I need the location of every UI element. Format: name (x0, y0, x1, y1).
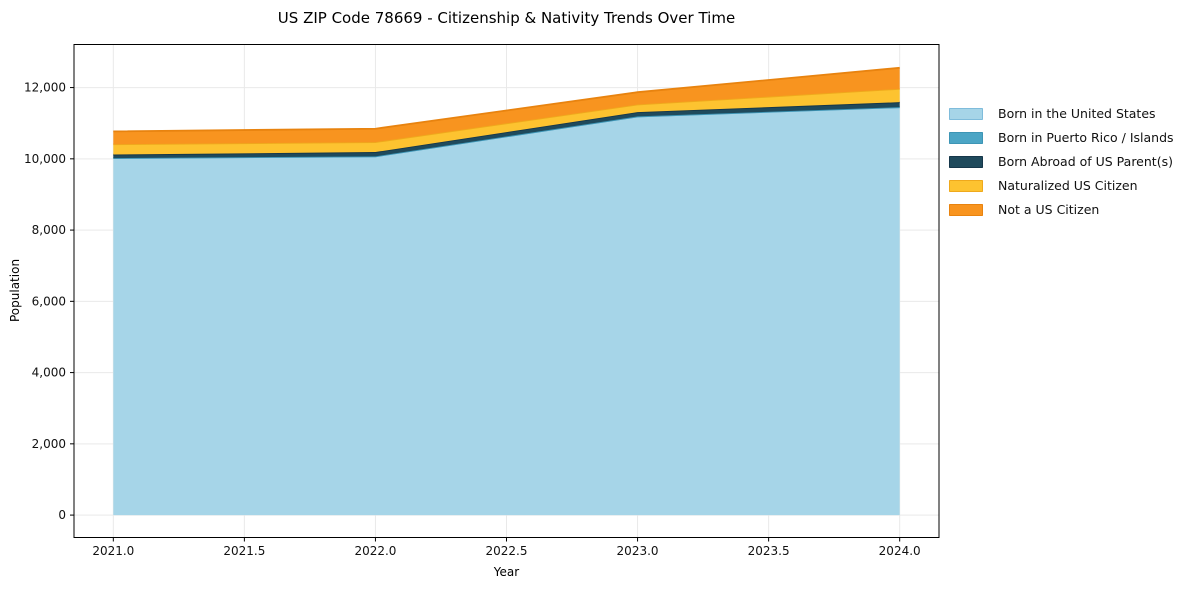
x-tick-label: 2023.5 (748, 544, 790, 558)
y-tick-label: 12,000 (24, 81, 66, 95)
legend-item-born-abroad-of-us-parent-s: Born Abroad of US Parent(s) (949, 154, 1174, 169)
x-tick-label: 2023.0 (617, 544, 659, 558)
legend-swatch-icon (949, 204, 983, 217)
area-born-in-the-united-states (113, 107, 900, 516)
x-tick-label: 2024.0 (879, 544, 921, 558)
legend-label: Born in the United States (998, 106, 1156, 121)
chart-title: US ZIP Code 78669 - Citizenship & Nativi… (277, 9, 736, 27)
legend-swatch-icon (949, 156, 983, 169)
y-tick-label: 0 (58, 508, 66, 522)
x-tick-label: 2021.0 (92, 544, 134, 558)
legend-item-naturalized-us-citizen: Naturalized US Citizen (949, 178, 1174, 193)
legend-label: Born Abroad of US Parent(s) (998, 154, 1173, 169)
legend-item-born-in-the-united-states: Born in the United States (949, 106, 1174, 121)
legend-item-born-in-puerto-rico-islands: Born in Puerto Rico / Islands (949, 130, 1174, 145)
legend-item-not-a-us-citizen: Not a US Citizen (949, 202, 1174, 217)
y-tick-label: 8,000 (32, 223, 66, 237)
x-tick-label: 2021.5 (223, 544, 265, 558)
x-tick-label: 2022.5 (486, 544, 528, 558)
y-tick-label: 2,000 (32, 437, 66, 451)
y-tick-label: 10,000 (24, 152, 66, 166)
legend-label: Not a US Citizen (998, 202, 1100, 217)
legend-label: Born in Puerto Rico / Islands (998, 130, 1174, 145)
y-tick-label: 6,000 (32, 294, 66, 308)
legend-swatch-icon (949, 180, 983, 193)
legend-swatch-icon (949, 132, 983, 145)
area-edge-not-a-us-citizen (113, 66, 900, 133)
legend-swatch-icon (949, 108, 983, 121)
legend-label: Naturalized US Citizen (998, 178, 1138, 193)
y-tick-label: 4,000 (32, 366, 66, 380)
area-naturalized-us-citizen (113, 88, 900, 155)
x-tick-label: 2022.0 (354, 544, 396, 558)
x-axis-label: Year (493, 565, 520, 579)
area-born-abroad-of-us-parent-s (113, 102, 900, 159)
legend: Born in the United States Born in Puerto … (949, 106, 1174, 217)
